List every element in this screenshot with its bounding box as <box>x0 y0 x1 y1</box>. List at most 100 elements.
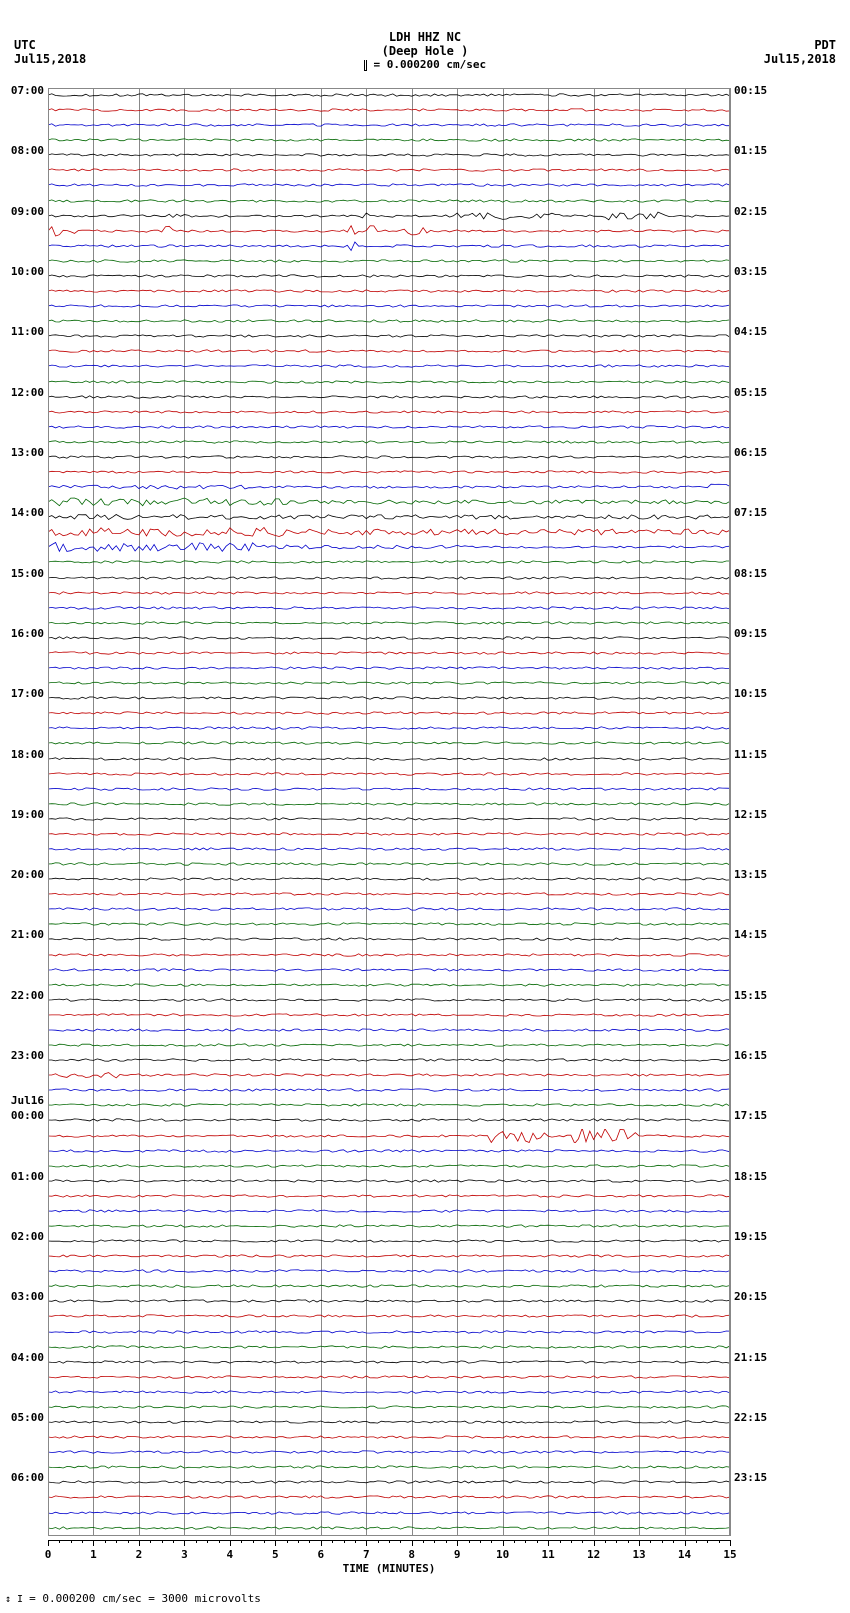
x-tick <box>48 1540 49 1546</box>
trace-row <box>48 993 730 1007</box>
pdt-time-label: 08:15 <box>734 567 794 580</box>
x-tick-minor <box>287 1540 288 1543</box>
timezone-right: PDT <box>814 38 836 52</box>
trace-row <box>48 1370 730 1384</box>
x-tick <box>503 1540 504 1546</box>
trace-row <box>48 540 730 554</box>
trace-row <box>48 344 730 358</box>
trace-row <box>48 314 730 328</box>
utc-time-label: 00:00 <box>0 1109 44 1122</box>
plot-area: 07:0008:0009:0010:0011:0012:0013:0014:00… <box>48 88 730 1536</box>
trace-row <box>48 827 730 841</box>
trace-row <box>48 1038 730 1052</box>
x-tick <box>230 1540 231 1546</box>
pdt-time-label: 06:15 <box>734 446 794 459</box>
x-tick <box>93 1540 94 1546</box>
x-tick-minor <box>650 1540 651 1543</box>
x-tick-label: 9 <box>454 1548 461 1561</box>
trace-row <box>48 1445 730 1459</box>
trace-row <box>48 525 730 539</box>
pdt-time-label: 04:15 <box>734 325 794 338</box>
x-tick-label: 7 <box>363 1548 370 1561</box>
trace-row <box>48 1400 730 1414</box>
trace-row <box>48 435 730 449</box>
header: LDH HHZ NC (Deep Hole ) = 0.000200 cm/se… <box>0 0 850 71</box>
trace-row <box>48 1174 730 1188</box>
pdt-time-label: 05:15 <box>734 386 794 399</box>
x-tick <box>548 1540 549 1546</box>
date-left: Jul15,2018 <box>14 52 86 66</box>
pdt-time-label: 10:15 <box>734 687 794 700</box>
utc-time-label: 23:00 <box>0 1049 44 1062</box>
trace-row <box>48 194 730 208</box>
x-tick-minor <box>571 1540 572 1543</box>
pdt-time-label: 22:15 <box>734 1411 794 1424</box>
x-tick-label: 4 <box>227 1548 234 1561</box>
utc-time-label: 15:00 <box>0 567 44 580</box>
trace-row <box>48 1113 730 1127</box>
trace-row <box>48 1355 730 1369</box>
x-tick-minor <box>469 1540 470 1543</box>
x-tick-label: 11 <box>542 1548 555 1561</box>
seismogram-container: LDH HHZ NC (Deep Hole ) = 0.000200 cm/se… <box>0 0 850 1613</box>
x-tick-minor <box>219 1540 220 1543</box>
date-right: Jul15,2018 <box>764 52 836 66</box>
trace-row <box>48 1460 730 1474</box>
x-tick-minor <box>241 1540 242 1543</box>
trace-row <box>48 767 730 781</box>
pdt-time-label: 21:15 <box>734 1351 794 1364</box>
pdt-time-label: 12:15 <box>734 808 794 821</box>
utc-time-label: 08:00 <box>0 144 44 157</box>
x-tick-label: 5 <box>272 1548 279 1561</box>
trace-row <box>48 752 730 766</box>
trace-row <box>48 465 730 479</box>
pdt-time-label: 19:15 <box>734 1230 794 1243</box>
trace-row <box>48 1159 730 1173</box>
station-name: (Deep Hole ) <box>0 44 850 58</box>
x-tick-minor <box>616 1540 617 1543</box>
x-tick <box>275 1540 276 1546</box>
pdt-time-label: 14:15 <box>734 928 794 941</box>
utc-time-label: 12:00 <box>0 386 44 399</box>
x-tick-minor <box>537 1540 538 1543</box>
x-tick <box>594 1540 595 1546</box>
x-tick-minor <box>253 1540 254 1543</box>
trace-row <box>48 857 730 871</box>
trace-row <box>48 88 730 102</box>
trace-row <box>48 782 730 796</box>
trace-row <box>48 359 730 373</box>
trace-row <box>48 1325 730 1339</box>
pdt-time-label: 00:15 <box>734 84 794 97</box>
pdt-time-label: 17:15 <box>734 1109 794 1122</box>
x-tick-label: 6 <box>317 1548 324 1561</box>
pdt-time-label: 11:15 <box>734 748 794 761</box>
midnight-date-label: Jul16 <box>0 1094 44 1107</box>
x-tick <box>184 1540 185 1546</box>
pdt-time-label: 03:15 <box>734 265 794 278</box>
x-tick-minor <box>162 1540 163 1543</box>
utc-time-label: 05:00 <box>0 1411 44 1424</box>
x-tick-minor <box>400 1540 401 1543</box>
x-tick-minor <box>605 1540 606 1543</box>
trace-row <box>48 224 730 238</box>
trace-row <box>48 1129 730 1143</box>
trace-row <box>48 510 730 524</box>
trace-row <box>48 1189 730 1203</box>
trace-row <box>48 812 730 826</box>
x-tick <box>321 1540 322 1546</box>
trace-row <box>48 1521 730 1535</box>
trace-row <box>48 646 730 660</box>
pdt-time-label: 01:15 <box>734 144 794 157</box>
x-tick <box>366 1540 367 1546</box>
x-tick-minor <box>673 1540 674 1543</box>
timezone-left: UTC <box>14 38 36 52</box>
trace-row <box>48 375 730 389</box>
x-tick <box>730 1540 731 1546</box>
x-tick <box>639 1540 640 1546</box>
trace-row <box>48 902 730 916</box>
trace-row <box>48 978 730 992</box>
x-tick-minor <box>264 1540 265 1543</box>
trace-row <box>48 1430 730 1444</box>
pdt-time-label: 20:15 <box>734 1290 794 1303</box>
x-tick-minor <box>525 1540 526 1543</box>
